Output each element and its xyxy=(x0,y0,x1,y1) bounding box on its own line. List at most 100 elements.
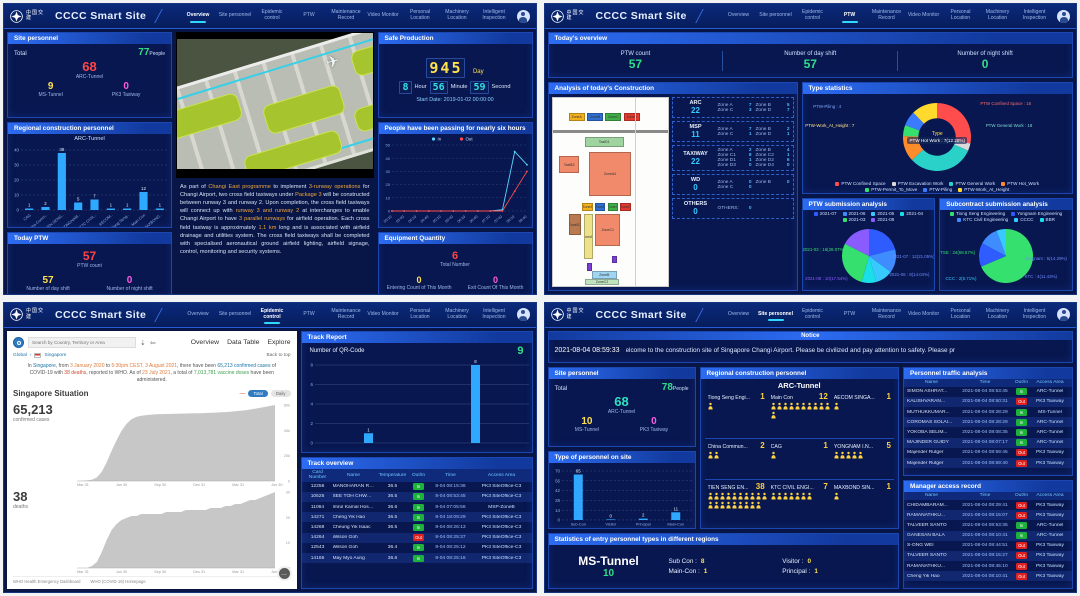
nav-item-video-monitor[interactable]: Video Monitor xyxy=(367,12,399,19)
search-input[interactable] xyxy=(28,337,136,348)
panel-notice: Notice 2021-08-04 08:59:33 elcome to the… xyxy=(547,330,1073,363)
x-tick-label: Dec 31 xyxy=(193,482,206,487)
person-icon xyxy=(749,501,755,508)
arc-tunnel-count: 68 xyxy=(614,393,629,409)
overview-stat: Number of day shift 57 xyxy=(723,50,899,71)
table-row: 11064 Imrul Kamal Hossain 36.6 In 8-04 0… xyxy=(310,503,515,511)
nav-item-epidemic-control[interactable]: Epidemic control xyxy=(261,9,283,21)
nav-item-overview[interactable]: Overview xyxy=(727,310,750,317)
who-tab[interactable]: Overview xyxy=(190,339,220,346)
map-zone-block: ZoneD xyxy=(620,203,631,211)
zone-stat: Zone C1 8 xyxy=(717,153,752,158)
arc-tunnel-label: ARC-Tunnel xyxy=(607,408,636,415)
panel-title: PTW submission analysis xyxy=(802,199,935,210)
nav-item-intelligent-inspection[interactable]: Intelligent Inspection xyxy=(482,9,506,21)
panel-regional-personnel: Regional construction personnel ARC-Tunn… xyxy=(7,122,172,228)
nav-item-site-personnel[interactable]: Site personnel xyxy=(218,310,252,317)
nav-item-overview[interactable]: Overview xyxy=(727,12,750,19)
svg-text:10: 10 xyxy=(14,193,19,198)
svg-text:07:40: 07:40 xyxy=(493,215,503,224)
line-chart-icon[interactable]: — xyxy=(239,390,246,397)
nav-item-video-monitor[interactable]: Video Monitor xyxy=(907,310,940,317)
svg-text:04:10: 04:10 xyxy=(407,215,417,224)
nav-item-maintenance-record[interactable]: Maintenance Record xyxy=(871,9,902,21)
legend-item: PTW Hot_Work xyxy=(1001,181,1039,186)
nav-item-machinery-location[interactable]: Machinery Location xyxy=(445,307,469,320)
table-row: S-ONG WEI 2021-08-04 08:44:51 Out PK3 Ta… xyxy=(907,542,1064,550)
project-description: As part of Changi East programme to impl… xyxy=(176,181,374,291)
nav-item-machinery-location[interactable]: Machinery Location xyxy=(985,307,1010,320)
nav-item-personal-location[interactable]: Personal Location xyxy=(950,307,971,320)
download-icon[interactable]: ⇣ xyxy=(140,339,146,347)
breadcrumb-root[interactable]: Global xyxy=(13,353,27,358)
site-3d-view[interactable]: ✈ xyxy=(176,32,374,178)
panel-track-report: Track Report Number of QR-Code 9 0 2 4 6 8 1 8 xyxy=(300,330,533,453)
person-icon xyxy=(749,492,755,499)
nav-item-machinery-location[interactable]: Machinery Location xyxy=(985,9,1010,21)
nav-item-intelligent-inspection[interactable]: Intelligent Inspection xyxy=(1022,307,1047,320)
header-divider xyxy=(694,307,718,322)
user-avatar-icon[interactable] xyxy=(1057,9,1070,23)
nav-item-ptw[interactable]: PTW xyxy=(843,310,856,317)
region-entry-stat: Sub Con :8 xyxy=(668,558,705,565)
nav-item-intelligent-inspection[interactable]: Intelligent Inspection xyxy=(1022,9,1047,21)
column-header: Access Area xyxy=(487,472,516,478)
nav-item-personal-location[interactable]: Personal Location xyxy=(950,9,971,21)
nav-item-epidemic-control[interactable]: Epidemic control xyxy=(254,308,291,321)
chat-button[interactable]: … xyxy=(276,566,292,581)
contractor-cell: MAXBOND SIN... 1 xyxy=(831,480,894,529)
description-segment: runway 3 and runway 2 xyxy=(235,208,300,215)
nav-item-site-personnel[interactable]: Site personnel xyxy=(218,12,252,19)
nav-item-machinery-location[interactable]: Machinery Location xyxy=(445,9,469,21)
who-footer-link[interactable]: WHO (COVID-19) Homepage xyxy=(90,578,146,584)
nav-item-video-monitor[interactable]: Video Monitor xyxy=(367,310,399,317)
nav-item-personal-location[interactable]: Personal Location xyxy=(409,307,431,320)
user-avatar-icon[interactable] xyxy=(1057,308,1070,321)
contractor-cell: China Commun... 2 xyxy=(704,439,768,480)
nav-item-ptw[interactable]: PTW xyxy=(303,310,315,317)
ptw-count: 57 xyxy=(82,249,97,264)
nav-item-epidemic-control[interactable]: Epidemic control xyxy=(802,307,823,320)
nav-item-site-personnel[interactable]: Site personnel xyxy=(759,12,792,19)
panel-title: Today PTW xyxy=(8,233,171,244)
nav-item-maintenance-record[interactable]: Maintenance Record xyxy=(331,307,361,320)
site-map[interactable]: ZoneA ZoneB ZoneC ZoneD TaxiD1 TaxiB3 ZoneA4 Zo… xyxy=(551,97,669,287)
panel-construction-analysis: Analysis of today's Construction ZoneA Zo… xyxy=(547,82,798,291)
panel-title: Site personnel xyxy=(8,33,171,44)
nav-item-personal-location[interactable]: Personal Location xyxy=(409,9,431,21)
user-avatar-icon[interactable] xyxy=(516,308,530,321)
user-avatar-icon[interactable] xyxy=(516,9,530,23)
person-icon xyxy=(807,402,812,409)
nav-item-site-personnel[interactable]: Site personnel xyxy=(757,310,794,317)
main-nav: Overview Site personnel Epidemic control PT… xyxy=(180,307,513,321)
app-title: CCCC Smart Site xyxy=(55,308,147,321)
contractor-cell: TIEN SENG EN... 38 xyxy=(705,480,768,529)
who-footer-link[interactable]: WHO Health Emergency Dashboard xyxy=(13,578,81,584)
equipment-total: 6 xyxy=(451,250,459,263)
who-tab[interactable]: Explore xyxy=(267,339,291,346)
toggle-daily[interactable]: Daily xyxy=(270,390,291,397)
person-icon xyxy=(771,451,776,459)
status-badge: Out xyxy=(1016,562,1027,570)
nav-item-maintenance-record[interactable]: Maintenance Record xyxy=(331,9,361,21)
nav-item-epidemic-control[interactable]: Epidemic control xyxy=(802,9,823,21)
table-row: GANESAN BALA 2021-08-04 08:10:41 In ARC-… xyxy=(904,530,1072,541)
nav-item-video-monitor[interactable]: Video Monitor xyxy=(907,12,940,19)
panel-todays-overview: Today's overview PTW count 57 Number of … xyxy=(547,32,1073,78)
share-icon[interactable]: ⇦ xyxy=(149,339,156,347)
person-icon xyxy=(789,402,794,409)
who-tab[interactable]: Data Table xyxy=(227,339,260,346)
nav-item-maintenance-record[interactable]: Maintenance Record xyxy=(871,307,902,320)
nav-item-overview[interactable]: Overview xyxy=(187,310,209,317)
nav-item-overview[interactable]: Overview xyxy=(180,12,217,19)
nav-item-ptw[interactable]: PTW xyxy=(303,12,315,19)
back-to-top-link[interactable]: Back to top xyxy=(266,353,291,358)
dashboard-site-personnel: 中国交建 CCCC Smart Site Overview Site personne… xyxy=(543,301,1077,593)
zone-stat: OTHERS: 0 xyxy=(717,206,752,211)
description-segment: As part of xyxy=(180,184,209,190)
nav-item-ptw[interactable]: PTW xyxy=(831,12,868,19)
toggle-total[interactable]: Total xyxy=(248,390,268,397)
nav-item-intelligent-inspection[interactable]: Intelligent Inspection xyxy=(482,307,506,320)
